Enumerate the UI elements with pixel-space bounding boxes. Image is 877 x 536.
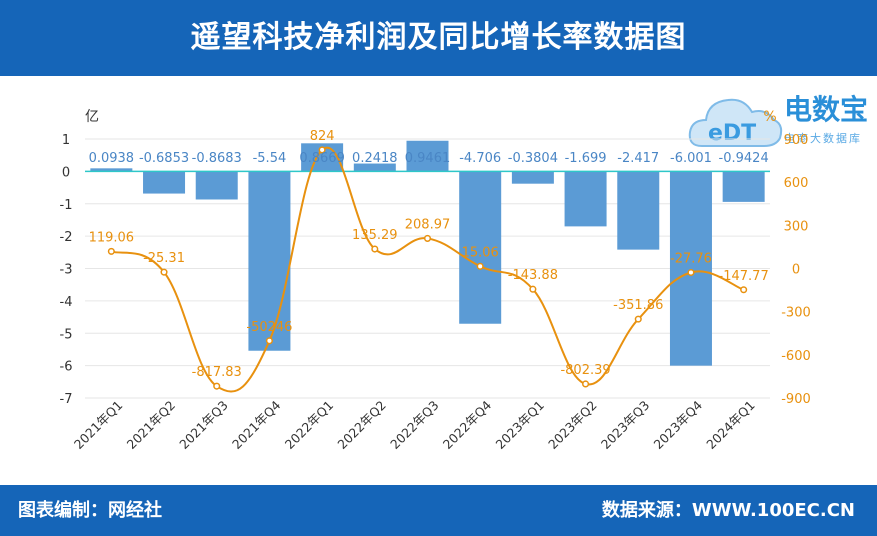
footer-source: 数据来源：WWW.100EC.CN	[601, 500, 855, 521]
bar-value-label: -0.8683	[192, 151, 242, 166]
line-value-label: -50246	[246, 320, 292, 335]
line-value-label: -817.83	[192, 365, 242, 380]
x-tick-label: 2023年Q4	[651, 397, 706, 452]
line-value-label: -27.76	[670, 251, 712, 266]
bar	[459, 171, 502, 324]
line-value-label: 824	[310, 129, 335, 144]
line-value-label: 119.06	[89, 230, 135, 245]
bar	[353, 163, 396, 172]
x-tick-label: 2024年Q1	[703, 398, 758, 453]
y-left-tick-label: -3	[60, 263, 73, 278]
line-point	[371, 245, 379, 253]
bar	[511, 171, 554, 184]
bar-value-label: -2.417	[617, 151, 659, 166]
y-right-tick-label: -300	[781, 306, 811, 321]
footer-bar: 图表编制：网经社 数据来源：WWW.100EC.CN	[0, 485, 877, 536]
bar-value-label: -0.3804	[508, 151, 558, 166]
logo-title: 电数宝	[784, 93, 869, 126]
bar-value-label: 0.8669	[299, 151, 345, 166]
bar	[248, 171, 291, 351]
line-point	[529, 285, 537, 293]
x-tick-label: 2023年Q1	[492, 398, 547, 453]
line-point	[107, 247, 115, 255]
bar-value-label: -6.001	[670, 151, 712, 166]
line-point	[265, 337, 273, 345]
chart-title: 遥望科技净利润及同比增长率数据图	[190, 20, 687, 55]
y-left-tick-label: -2	[60, 230, 73, 245]
grid-lines	[85, 138, 770, 399]
bar	[195, 171, 238, 200]
x-tick-label: 2021年Q4	[229, 397, 284, 452]
line-value-label: -143.88	[508, 268, 558, 283]
bar	[90, 168, 133, 172]
line-point	[582, 380, 590, 388]
logo: eDT 电数宝 电商大数据库	[688, 84, 877, 156]
bar	[143, 171, 186, 194]
x-tick-label: 2022年Q3	[387, 398, 442, 453]
bar	[406, 140, 449, 172]
y-right-tick-label: 900	[784, 133, 809, 148]
bar-value-label: 0.2418	[352, 151, 398, 166]
data-labels: 0.0938 -0.6853 -0.8683 -5.54 0.8669 0.2418 0.9…	[89, 129, 769, 380]
header-bar: 遥望科技净利润及同比增长率数据图	[0, 0, 877, 76]
x-tick-label: 2022年Q1	[282, 398, 337, 453]
line-value-label: -802.39	[560, 363, 610, 378]
x-tick-label: 2021年Q3	[176, 398, 231, 453]
y-left-tick-label: -5	[60, 327, 73, 342]
x-tick-label: 2022年Q2	[334, 398, 389, 453]
y-left-tick-label: -4	[60, 295, 73, 310]
bar-value-label: -0.6853	[139, 151, 189, 166]
bar-value-label: -1.699	[565, 151, 607, 166]
line-value-label: -351.86	[613, 298, 663, 313]
y-left-tick-label: 0	[62, 165, 70, 180]
bar-value-label: -5.54	[253, 151, 287, 166]
bar	[722, 171, 765, 202]
line-value-label: 135.29	[352, 228, 398, 243]
y-left-tick-label: -1	[60, 198, 73, 213]
bar-value-label: 0.0938	[89, 151, 135, 166]
line-value-label: 208.97	[405, 217, 451, 232]
y-right-tick-label: -600	[781, 349, 811, 364]
bar	[669, 171, 712, 366]
y-left-tick-label: 1	[62, 133, 70, 148]
y-left-tick-label: -6	[60, 360, 73, 375]
bar-series	[90, 140, 765, 366]
x-tick-label: 2023年Q2	[545, 398, 600, 453]
y-right-tick-label: 0	[792, 263, 800, 278]
x-tick-label: 2022年Q4	[440, 397, 495, 452]
y-right-tick-label: 600	[784, 176, 809, 191]
bar	[564, 171, 607, 227]
line-point	[634, 315, 642, 323]
line-point	[160, 268, 168, 276]
line-point	[476, 262, 484, 270]
line-value-label: -147.77	[719, 269, 769, 284]
line-value-label: 15.06	[462, 245, 499, 260]
line-point	[213, 382, 221, 390]
line-value-label: -25.31	[143, 251, 185, 266]
bar-value-label: 0.9461	[405, 151, 451, 166]
bar-value-label: -0.9424	[719, 151, 769, 166]
line-point	[740, 286, 748, 294]
bar	[617, 171, 660, 250]
y-right-tick-label: 300	[784, 219, 809, 234]
bar-value-label: -4.706	[459, 151, 501, 166]
y-left-axis-label: 亿	[85, 109, 99, 125]
line-point	[318, 146, 326, 154]
x-tick-label: 2021年Q2	[124, 398, 179, 453]
line-series	[107, 146, 748, 393]
logo-subtitle: 电商大数据库	[784, 132, 862, 145]
y-right-axis-label: %	[763, 109, 776, 125]
chart-area: 1 0 -1 -2 -3 -4 -5 -6 -7 900 600 300 0 -300 -600 -900 亿%…	[60, 109, 811, 453]
y-right-tick-label: -900	[781, 392, 811, 407]
footer-author: 图表编制：网经社	[18, 500, 162, 521]
cloud-logo-icon: eDT	[688, 98, 783, 147]
x-tick-label: 2023年Q3	[598, 398, 653, 453]
logo-badge: eDT	[708, 121, 756, 146]
y-left-tick-label: -7	[60, 392, 73, 407]
line-point	[687, 268, 695, 277]
line-point	[423, 234, 432, 242]
x-tick-label: 2021年Q1	[71, 398, 126, 453]
